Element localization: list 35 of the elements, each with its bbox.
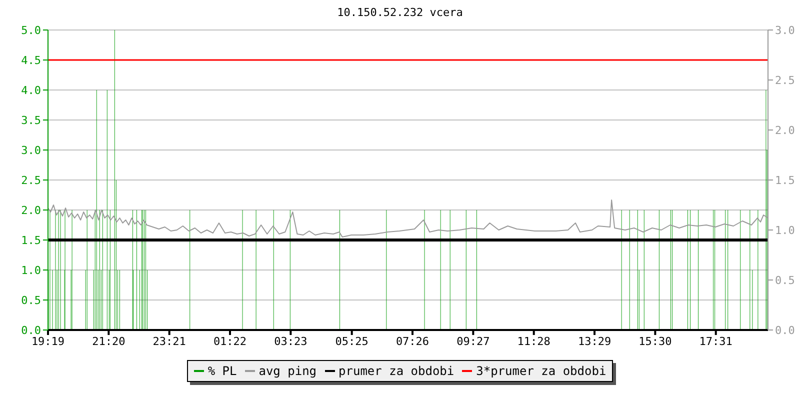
y2-tick-label: 1.0 bbox=[775, 224, 795, 237]
y-tick-label: 4.0 bbox=[21, 84, 41, 97]
y-tick-label: 0.0 bbox=[21, 324, 41, 337]
chart-title: 10.150.52.232 vcera bbox=[336, 6, 464, 19]
y2-tick-label: 1.5 bbox=[775, 174, 795, 187]
y-tick-label: 3.0 bbox=[21, 144, 41, 157]
x-tick-label: 05:25 bbox=[335, 334, 368, 348]
x-tick-label: 09:27 bbox=[456, 334, 490, 348]
x-tick-label: 15:30 bbox=[638, 334, 672, 348]
legend-label: 3*prumer za obdobi bbox=[476, 364, 606, 378]
x-tick-label: 03:23 bbox=[274, 334, 308, 348]
y2-tick-label: 2.0 bbox=[775, 124, 795, 137]
x-tick-label: 13:29 bbox=[578, 334, 612, 348]
y-tick-label: 3.5 bbox=[21, 114, 41, 127]
x-tick-label: 21:20 bbox=[92, 334, 126, 348]
x-tick-label: 17:31 bbox=[699, 334, 732, 348]
x-tick-label: 07:26 bbox=[396, 334, 430, 348]
x-tick-label: 01:22 bbox=[213, 334, 247, 348]
y2-tick-label: 3.0 bbox=[775, 24, 795, 37]
legend-label: prumer za obdobi bbox=[338, 364, 454, 378]
legend-label: avg ping bbox=[258, 364, 317, 378]
y-tick-label: 0.5 bbox=[21, 294, 41, 307]
y-tick-label: 2.0 bbox=[21, 204, 41, 217]
y-tick-label: 4.5 bbox=[21, 54, 41, 67]
x-tick-label: 11:28 bbox=[517, 334, 550, 348]
x-tick-label: 19:19 bbox=[31, 334, 65, 348]
y2-tick-label: 2.5 bbox=[775, 74, 795, 87]
x-tick-label: 23:21 bbox=[152, 334, 186, 348]
y-tick-label: 2.5 bbox=[21, 174, 41, 187]
y2-tick-label: 0.5 bbox=[775, 274, 795, 287]
y2-tick-label: 0.0 bbox=[775, 324, 795, 337]
y-tick-label: 1.0 bbox=[21, 264, 41, 277]
legend-label: % PL bbox=[208, 364, 237, 378]
y-tick-label: 5.0 bbox=[21, 24, 41, 37]
y-tick-label: 1.5 bbox=[21, 234, 41, 247]
